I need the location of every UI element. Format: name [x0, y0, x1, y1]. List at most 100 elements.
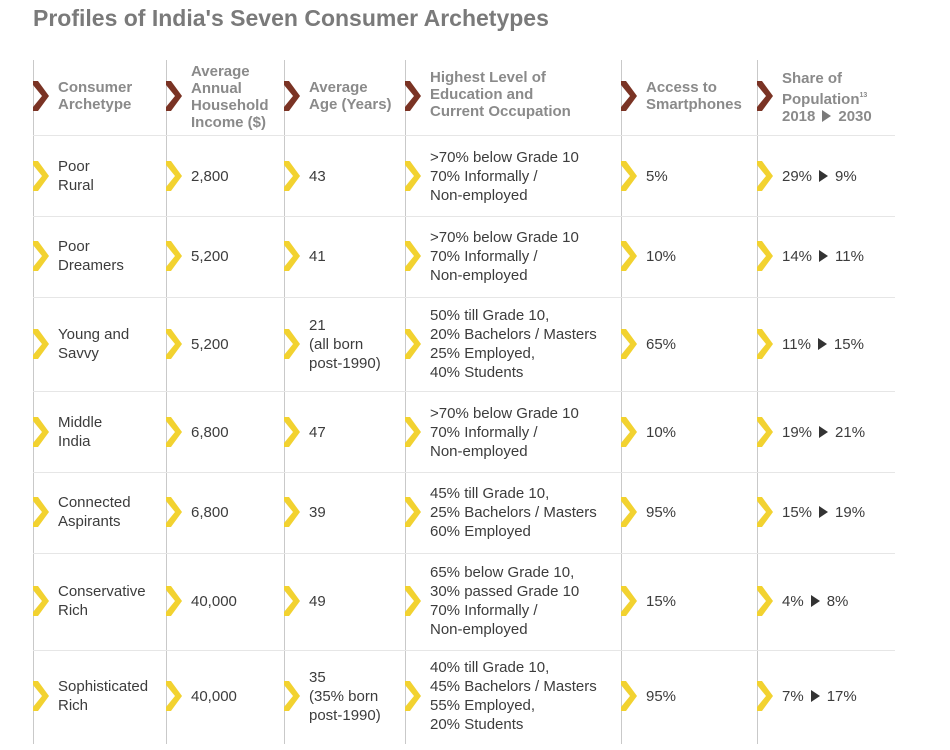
education-occupation-line: 50% till Grade 10, — [430, 307, 550, 324]
archetype-name-line: Rural — [58, 177, 94, 194]
row-chevron-icon — [33, 681, 49, 711]
share-2030: 9% — [835, 167, 857, 185]
population-share: 14% 11% — [782, 247, 864, 266]
education-occupation-line: >70% below Grade 10 — [430, 404, 579, 422]
population-share: 15% 19% — [782, 503, 865, 522]
archetype-name: Connected Aspirants — [58, 493, 131, 531]
row-chevron-icon — [33, 586, 49, 616]
age-value-line: 47 — [309, 423, 326, 441]
header-average-income-line: Household — [191, 97, 269, 114]
education-occupation-line: 30% passed Grade 10 — [430, 583, 580, 600]
education-occupation-line: 65% below Grade 10, — [430, 564, 575, 581]
smartphone-access: 5% — [646, 167, 668, 185]
row-chevron-icon — [757, 417, 773, 447]
education-occupation-line: 45% Bachelors / Masters — [430, 678, 597, 695]
row-chevron-icon — [621, 161, 637, 191]
column-divider — [166, 60, 167, 744]
arrow-right-icon — [819, 505, 829, 518]
row-chevron-icon — [757, 329, 773, 359]
population-share: 11% 15% — [782, 335, 864, 354]
arrow-right-icon — [810, 689, 820, 702]
header-consumer-archetype-line: Consumer — [58, 79, 133, 96]
archetype-name-line: Sophisticated — [58, 678, 149, 695]
row-chevron-icon — [166, 586, 182, 616]
row-chevron-icon — [284, 161, 300, 191]
income-value: 6,800 — [191, 503, 229, 521]
row-separator — [33, 135, 895, 136]
archetype-name: Poor Rural — [58, 157, 94, 195]
age-value: 49 — [309, 592, 326, 611]
smartphone-access: 15% — [646, 592, 677, 610]
header-chevron-icon — [621, 81, 637, 111]
arrow-right-icon — [819, 249, 829, 262]
income-value: 5,200 — [191, 247, 229, 265]
age-value-line: 49 — [309, 592, 326, 610]
row-chevron-icon — [33, 417, 49, 447]
education-occupation-line: >70% below Grade 10 — [430, 228, 579, 246]
row-separator — [33, 297, 895, 298]
row-chevron-icon — [405, 329, 421, 359]
header-smartphone-access: Access to Smartphones — [646, 79, 742, 113]
share-2018: 11% — [782, 335, 811, 353]
share-2030: 11% — [835, 247, 864, 265]
year-to: 2030 — [838, 108, 872, 125]
header-average-income-line: Average — [191, 63, 250, 80]
row-chevron-icon — [405, 681, 421, 711]
header-share-line: Share of — [782, 70, 843, 87]
age-value: 39 — [309, 503, 326, 522]
share-2030: 21% — [835, 423, 866, 441]
age-value-line: (all born — [309, 335, 364, 353]
row-chevron-icon — [33, 497, 49, 527]
share-2030: 17% — [826, 687, 857, 705]
smartphone-access: 65% — [646, 335, 677, 353]
arrow-right-icon — [810, 594, 820, 607]
footnote-marker: 13 — [859, 92, 868, 99]
row-chevron-icon — [166, 329, 182, 359]
share-2018: 4% — [782, 592, 804, 610]
header-average-age: Average Age (Years) — [309, 79, 392, 113]
share-2030: 15% — [833, 335, 864, 353]
education-occupation-line: 40% till Grade 10, — [430, 659, 550, 676]
age-value-line: (35% born — [309, 687, 379, 705]
archetype-name: Poor Dreamers — [58, 237, 124, 275]
education-occupation-line: 25% Employed, — [430, 345, 536, 362]
education-occupation-line: 60% Employed — [430, 522, 531, 540]
archetype-name-line: Poor — [58, 238, 90, 255]
row-chevron-icon — [284, 417, 300, 447]
archetype-name-line: Rich — [58, 602, 89, 619]
education-occupation-line: Non-employed — [430, 621, 528, 638]
population-share: 19% 21% — [782, 423, 865, 442]
row-chevron-icon — [405, 417, 421, 447]
column-divider — [757, 60, 758, 744]
header-share-years: 2018 2030 — [782, 108, 872, 125]
age-value-line: 43 — [309, 167, 326, 185]
share-2018: 29% — [782, 167, 813, 185]
age-value-line: 35 — [309, 668, 326, 686]
archetype-name-line: Aspirants — [58, 513, 121, 530]
smartphone-access: 10% — [646, 423, 677, 441]
education-occupation: 40% till Grade 10, 45% Bachelors / Master… — [430, 658, 597, 734]
archetype-name-line: Dreamers — [58, 257, 124, 274]
row-chevron-icon — [757, 681, 773, 711]
age-value: 47 — [309, 423, 326, 442]
age-value-line: 21 — [309, 316, 326, 334]
education-occupation-line: 20% Bachelors / Masters — [430, 326, 597, 343]
archetype-name-line: Middle — [58, 414, 103, 431]
row-chevron-icon — [621, 586, 637, 616]
row-separator — [33, 650, 895, 651]
age-value: 21 (all born post-1990) — [309, 316, 381, 373]
row-separator — [33, 391, 895, 392]
row-chevron-icon — [33, 329, 49, 359]
share-2030: 19% — [835, 503, 866, 521]
share-2018: 15% — [782, 503, 813, 521]
education-occupation: 50% till Grade 10, 20% Bachelors / Master… — [430, 306, 597, 382]
row-separator — [33, 472, 895, 473]
row-chevron-icon — [33, 161, 49, 191]
row-separator — [33, 216, 895, 217]
row-chevron-icon — [284, 329, 300, 359]
row-chevron-icon — [284, 586, 300, 616]
row-separator — [33, 553, 895, 554]
population-share: 7% 17% — [782, 687, 857, 706]
archetype-name-line: Savvy — [58, 345, 99, 362]
share-2030: 8% — [826, 592, 849, 610]
